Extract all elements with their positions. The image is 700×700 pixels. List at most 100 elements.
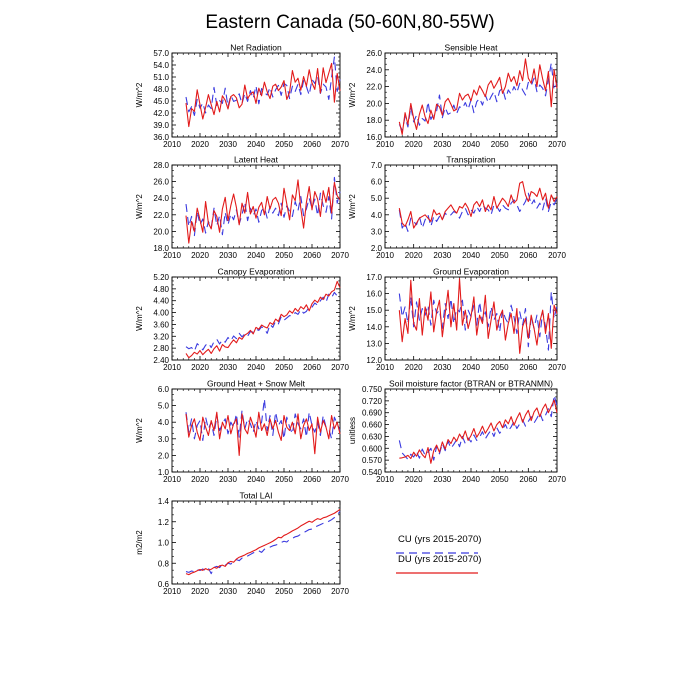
x-tick-label: 2020 [405, 363, 423, 372]
x-tick-label: 2060 [519, 363, 537, 372]
y-tick-label: 0.750 [362, 385, 383, 394]
x-tick-label: 2020 [405, 251, 423, 260]
panel-6: Ground Evaporation W/m^2 2010 2020 2030 2040 2… [348, 267, 566, 373]
panel-title: Transpiration [446, 155, 496, 165]
y-tick-label: 7.0 [371, 161, 383, 170]
x-tick-label: 2030 [433, 251, 451, 260]
x-tick-label: 2050 [275, 251, 293, 260]
y-tick-label: 26.0 [366, 49, 382, 58]
panel-1: Net Radiation W/m^2 2010 2020 2030 2040 2050 20… [135, 43, 349, 150]
plot-frame [171, 52, 341, 138]
panel-3: Latent Heat W/m^2 2010 2020 2030 2040 2050 2060… [135, 155, 349, 261]
x-tick-label: 2020 [191, 251, 209, 260]
y-tick-label: 36.0 [153, 133, 169, 142]
series-line-cu [185, 291, 341, 352]
y-axis-label: m2/m2 [135, 530, 144, 555]
x-tick-label: 2050 [275, 363, 293, 372]
x-tick-label: 2050 [491, 475, 509, 484]
panel-title: Ground Heat + Snow Melt [207, 379, 306, 389]
x-tick-label: 2010 [376, 475, 394, 484]
y-tick-label: 3.0 [371, 227, 383, 236]
panel-9: Total LAI m2/m2 2010 2020 2030 2040 2050 2060 20… [135, 491, 349, 597]
series-line-cu [398, 192, 558, 232]
x-tick-label: 2040 [247, 587, 265, 596]
x-tick-label: 2070 [548, 363, 566, 372]
x-tick-label: 2050 [275, 475, 293, 484]
y-tick-label: 6.0 [158, 385, 170, 394]
x-tick-label: 2030 [219, 475, 237, 484]
x-tick-label: 2030 [433, 140, 451, 149]
x-tick-label: 2060 [519, 140, 537, 149]
x-tick-label: 2010 [163, 587, 181, 596]
y-tick-label: 57.0 [153, 49, 169, 58]
y-tick-label: 20.0 [153, 227, 169, 236]
x-tick-label: 2010 [163, 251, 181, 260]
x-tick-label: 2050 [275, 140, 293, 149]
panel-title: Canopy Evaporation [217, 267, 294, 277]
y-tick-label: 3.0 [158, 435, 170, 444]
series-line-du [398, 58, 558, 136]
x-tick-label: 2010 [163, 363, 181, 372]
x-tick-label: 2050 [491, 251, 509, 260]
y-tick-label: 17.0 [366, 273, 382, 282]
x-tick-label: 2070 [331, 140, 349, 149]
legend: CU (yrs 2015-2070) DU (yrs 2015-2070) [396, 534, 481, 574]
x-tick-label: 2070 [331, 587, 349, 596]
panel-8: Soil moisture factor (BTRAN or BTRANMN) u… [348, 379, 566, 485]
panels: Net Radiation W/m^2 2010 2020 2030 2040 2050 20… [135, 43, 566, 597]
y-tick-label: 24.0 [366, 66, 382, 75]
panel-5: Canopy Evaporation W/m^2 2010 2020 2030 2040 2… [135, 267, 349, 373]
x-tick-label: 2030 [433, 475, 451, 484]
y-axis-label: W/m^2 [348, 306, 357, 331]
y-tick-label: 48.0 [153, 85, 169, 94]
y-axis-label: W/m^2 [348, 82, 357, 107]
x-tick-label: 2040 [462, 251, 480, 260]
panel-title: Net Radiation [230, 43, 282, 53]
y-tick-label: 6.0 [371, 178, 383, 187]
y-tick-label: 0.660 [362, 421, 383, 430]
plot-frame [384, 388, 558, 473]
y-tick-label: 1.0 [158, 539, 170, 548]
x-tick-label: 2040 [247, 251, 265, 260]
x-tick-label: 2050 [491, 140, 509, 149]
series-line-cu [398, 394, 558, 461]
y-tick-label: 0.540 [362, 468, 383, 477]
y-axis-label: W/m^2 [348, 194, 357, 219]
x-tick-label: 2020 [191, 587, 209, 596]
x-tick-label: 2040 [462, 363, 480, 372]
x-tick-label: 2040 [462, 140, 480, 149]
y-tick-label: 16.0 [366, 133, 382, 142]
y-tick-label: 4.0 [371, 211, 383, 220]
y-axis-label: unitless [348, 417, 357, 444]
series-line-cu [185, 511, 341, 575]
legend-label-du: DU (yrs 2015-2070) [398, 554, 481, 565]
x-tick-label: 2060 [303, 363, 321, 372]
y-tick-label: 18.0 [153, 244, 169, 253]
x-tick-label: 2020 [191, 363, 209, 372]
y-tick-label: 22.0 [366, 83, 382, 92]
panel-7: Ground Heat + Snow Melt W/m^2 2010 2020 2030… [135, 379, 349, 485]
panel-title: Latent Heat [234, 155, 279, 165]
series-line-du [185, 411, 341, 456]
y-tick-label: 5.20 [153, 273, 169, 282]
x-tick-label: 2010 [376, 140, 394, 149]
x-tick-label: 2030 [433, 363, 451, 372]
x-tick-label: 2060 [519, 475, 537, 484]
x-tick-label: 2060 [303, 475, 321, 484]
legend-label-cu: CU (yrs 2015-2070) [398, 534, 481, 545]
y-tick-label: 28.0 [153, 161, 169, 170]
x-tick-label: 2020 [191, 475, 209, 484]
y-tick-label: 14.0 [366, 323, 382, 332]
y-tick-label: 26.0 [153, 178, 169, 187]
y-tick-label: 2.80 [153, 344, 169, 353]
series-line-du [185, 62, 341, 128]
y-tick-label: 5.0 [158, 402, 170, 411]
y-tick-label: 3.60 [153, 320, 169, 329]
x-tick-label: 2010 [163, 140, 181, 149]
plot-frame [171, 164, 341, 249]
y-tick-label: 24.0 [153, 194, 169, 203]
y-tick-label: 2.40 [153, 356, 169, 365]
plot-frame [384, 52, 558, 138]
y-tick-label: 16.0 [366, 290, 382, 299]
